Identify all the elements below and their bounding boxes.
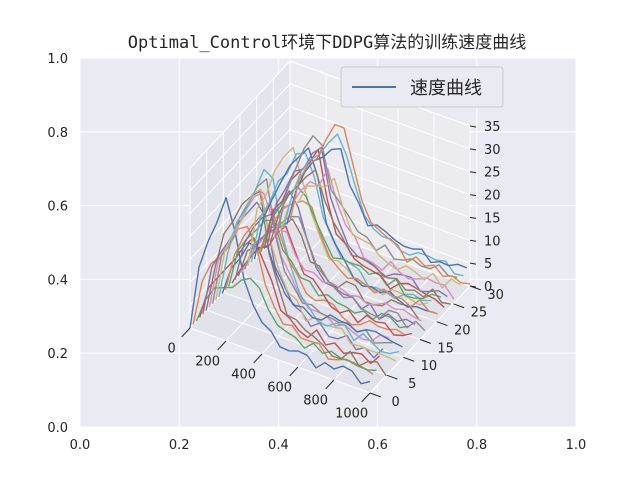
outer-tick-labels: 0.0 0.2 0.4 0.6 0.8 1.0 0.0 0.2 0.4 0.6 0.8 1.0 xyxy=(47,52,586,453)
y-tick-label: 15 xyxy=(437,341,454,356)
outer-y-tick-label: 0.2 xyxy=(47,347,68,362)
y-tick-label: 30 xyxy=(487,288,504,303)
x-tick-label: 800 xyxy=(303,394,328,409)
y-tick-mark xyxy=(436,321,448,327)
x-tick-mark xyxy=(361,392,371,403)
series-line xyxy=(263,148,445,308)
series-line xyxy=(282,133,464,277)
series-line xyxy=(205,190,387,377)
grid-3d-line xyxy=(189,129,291,237)
x-tick-mark xyxy=(289,366,299,377)
grid-3d-line xyxy=(189,327,371,394)
series-line xyxy=(221,242,403,348)
x-tick-mark xyxy=(217,340,227,351)
grid-3d-line xyxy=(189,152,291,260)
outer-y-tick-label: 0.4 xyxy=(47,273,68,288)
outer-y-tick-label: 0.8 xyxy=(47,126,68,141)
z-tick-label: 0 xyxy=(484,280,492,295)
outer-y-tick-label: 0.0 xyxy=(47,421,68,436)
y-tick-label: 25 xyxy=(471,306,488,321)
outer-x-tick-label: 1.0 xyxy=(566,438,587,453)
x-tick-label: 600 xyxy=(267,381,292,396)
z-tick-label: 15 xyxy=(484,211,501,226)
x-tick-mark xyxy=(253,353,263,364)
y-tick-label: 10 xyxy=(421,359,438,374)
grid-3d-line xyxy=(189,83,291,192)
series-line xyxy=(240,229,422,322)
outer-x-tick-label: 0.4 xyxy=(268,438,289,453)
tick-labels-3d: 0200400600800100005101520253005101520253… xyxy=(168,120,504,422)
series-line xyxy=(286,147,468,269)
z-tick-mark xyxy=(469,239,477,242)
legend-label: 速度曲线 xyxy=(410,78,482,99)
y-tick-mark xyxy=(386,374,398,380)
series-layer xyxy=(189,123,471,385)
outer-y-tick-label: 0.6 xyxy=(47,200,68,215)
z-tick-mark xyxy=(469,194,477,197)
grid-3d-line xyxy=(289,83,471,150)
outer-x-tick-label: 0.8 xyxy=(466,438,487,453)
series-line xyxy=(247,146,429,306)
z-tick-mark xyxy=(469,262,477,265)
series-line xyxy=(189,196,371,385)
x-tick-mark xyxy=(325,379,335,390)
y-tick-label: 5 xyxy=(408,377,416,392)
z-tick-mark xyxy=(469,216,477,219)
outer-x-tick-label: 0.6 xyxy=(367,438,388,453)
series-line xyxy=(289,123,471,285)
x-tick-label: 400 xyxy=(231,368,256,383)
grid-3d-line xyxy=(189,60,291,169)
z-tick-label: 20 xyxy=(484,189,501,204)
y-tick-label: 20 xyxy=(454,323,471,338)
z-tick-label: 5 xyxy=(484,257,492,272)
series-line xyxy=(218,168,400,355)
legend: 速度曲线 xyxy=(340,66,504,108)
series-line xyxy=(269,169,451,305)
grid-3d-line xyxy=(239,274,421,340)
z-tick-label: 35 xyxy=(484,120,501,135)
series-line xyxy=(276,135,458,279)
y-tick-label: 0 xyxy=(391,395,399,410)
outer-x-tick-label: 0.2 xyxy=(169,438,190,453)
grid-3d-line xyxy=(289,129,471,196)
grid-3d-line xyxy=(189,106,291,215)
series-line xyxy=(279,177,461,289)
z-tick-mark xyxy=(469,171,477,174)
z-tick-mark xyxy=(469,125,477,128)
series-line xyxy=(199,236,381,365)
z-tick-mark xyxy=(469,285,477,288)
x-tick-mark xyxy=(181,327,191,338)
y-tick-mark xyxy=(453,303,465,309)
y-tick-mark xyxy=(403,356,415,362)
z-tick-mark xyxy=(469,148,477,151)
outer-y-tick-label: 1.0 xyxy=(47,52,68,67)
series-line xyxy=(273,168,455,300)
x-tick-label: 1000 xyxy=(335,407,368,422)
z-tick-label: 25 xyxy=(484,166,501,181)
grid-3d-line xyxy=(289,106,471,173)
z-tick-label: 30 xyxy=(484,143,501,158)
z-tick-label: 10 xyxy=(484,234,501,249)
series-line xyxy=(250,152,432,302)
outer-x-tick-label: 0.0 xyxy=(70,438,91,453)
legend-box xyxy=(340,66,504,108)
x-tick-label: 200 xyxy=(195,355,220,370)
y-tick-mark xyxy=(369,392,381,398)
x-tick-label: 0 xyxy=(168,342,176,357)
chart-title: Optimal_Control环境下DDPG算法的训练速度曲线 xyxy=(128,33,526,53)
y-tick-mark xyxy=(419,339,431,344)
